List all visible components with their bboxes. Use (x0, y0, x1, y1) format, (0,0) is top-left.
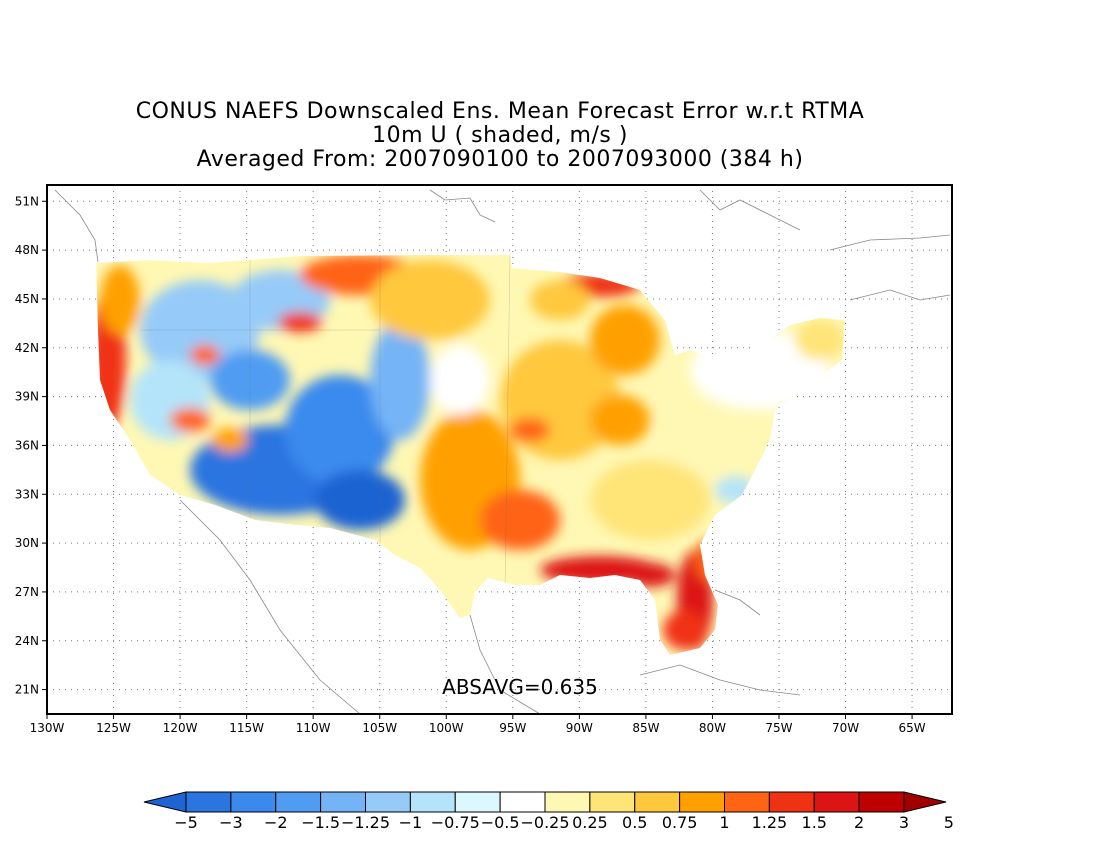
colorbar-label: −1.25 (341, 813, 390, 832)
colorbar-label: 0.25 (572, 813, 608, 832)
lat-tick-label: 45N (15, 292, 39, 306)
colorbar-swatch (858, 791, 905, 813)
colorbar-label: −5 (174, 813, 198, 832)
colorbar-swatch (634, 791, 681, 813)
state-lines (140, 255, 511, 591)
lon-tick-label: 125W (96, 721, 131, 735)
latitude-axis: 21N 24N 27N 30N 33N 36N 39N 42N 45N 48N 51N (15, 194, 47, 697)
colorbar-swatch (454, 791, 501, 813)
northern-plains-anomaly (370, 260, 490, 340)
lon-tick-label: 100W (429, 721, 464, 735)
colorbar-label: 0.75 (662, 813, 698, 832)
colorbar-swatch (589, 791, 636, 813)
lon-tick-label: 130W (30, 721, 65, 735)
lon-tick-label: 110W (296, 721, 331, 735)
colorbar-label: 3 (899, 813, 909, 832)
cuba-coast-line (639, 664, 801, 696)
nova-scotia-line (849, 289, 951, 301)
lon-tick-label: 80W (699, 721, 726, 735)
title-line-2: 10m U ( shaded, m/s ) (372, 123, 628, 148)
coastlines (54, 189, 951, 715)
colorbar-label: −2 (264, 813, 288, 832)
colorbar-swatch (724, 791, 770, 813)
colorbar-swatch (544, 791, 591, 813)
colorbar-swatch (679, 791, 725, 813)
hudson-bay-line (429, 189, 496, 223)
lon-tick-label: 105W (362, 721, 397, 735)
lon-tick-label: 85W (632, 721, 659, 735)
absavg-annotation: ABSAVG=0.635 (442, 675, 598, 699)
lon-tick-label: 90W (566, 721, 593, 735)
mexico-gulf-coast-line (469, 614, 541, 715)
lat-tick-label: 24N (15, 634, 39, 648)
bahamas-line (714, 589, 761, 616)
lon-tick-label: 75W (765, 721, 792, 735)
colorbar-swatch (499, 791, 546, 813)
colorbar-label: 1.5 (802, 813, 827, 832)
colorbar-label: 0.5 (622, 813, 647, 832)
lat-tick-label: 48N (15, 243, 39, 257)
lon-tick-label: 95W (499, 721, 526, 735)
lat-tick-label: 30N (15, 536, 39, 550)
mexico-pacific-coast-line (179, 499, 361, 715)
southeast-anomaly (590, 460, 710, 540)
colorbar-swatch (813, 791, 860, 813)
lat-tick-label: 33N (15, 487, 39, 501)
colorbar-swatch (185, 791, 232, 813)
error-field (96, 255, 845, 655)
colorbar-label: 1.25 (752, 813, 788, 832)
title-line-3: Averaged From: 2007090100 to 2007093000 … (196, 147, 804, 172)
lat-tick-label: 27N (15, 585, 39, 599)
colorbar-swatch (409, 791, 456, 813)
colorbar-swatch (320, 791, 366, 813)
canada-coast-line (54, 189, 99, 263)
map-frame (46, 184, 953, 715)
colorbar-swatch (768, 791, 815, 813)
colorbar-label: −0.25 (520, 813, 569, 832)
colorbar-label: 5 (944, 813, 954, 832)
colorbar-arrow-low (143, 791, 187, 813)
labrador-coast-line (829, 234, 951, 251)
lon-tick-label: 70W (832, 721, 859, 735)
lat-tick-label: 39N (15, 390, 39, 404)
title-line-1: CONUS NAEFS Downscaled Ens. Mean Forecas… (135, 99, 865, 124)
lon-tick-label: 120W (163, 721, 198, 735)
colorbar-label: 2 (854, 813, 864, 832)
colorbar-label: −3 (219, 813, 243, 832)
colorbar-label: −0.75 (431, 813, 480, 832)
colorbar-arrow-high (903, 791, 947, 813)
colorbar-label: −0.5 (481, 813, 520, 832)
lon-tick-label: 115W (229, 721, 264, 735)
colorbar-swatch (365, 791, 411, 813)
lon-tick-label: 65W (899, 721, 926, 735)
lat-tick-label: 42N (15, 341, 39, 355)
colorbar-label: −1 (399, 813, 423, 832)
colorbar: −5 −3 −2 −1.5 −1.25 −1 −0.75 −0.5 −0.25 0.25 0.5 0.… (143, 791, 954, 832)
colorbar-label: 1 (719, 813, 729, 832)
lat-tick-label: 21N (15, 683, 39, 697)
figure-title: CONUS NAEFS Downscaled Ens. Mean Forecas… (0, 100, 1000, 172)
longitude-axis: 130W 125W 120W 115W 110W 105W 100W 95W 90W 85W 80W… (30, 714, 926, 735)
lat-tick-label: 51N (15, 194, 39, 208)
colorbar-label: −1.5 (301, 813, 340, 832)
great-lakes-anomaly (590, 305, 660, 375)
colorbar-swatch (230, 791, 277, 813)
lat-tick-label: 36N (15, 438, 39, 452)
quebec-coast-line (699, 189, 801, 231)
colorbar-swatch (275, 791, 322, 813)
